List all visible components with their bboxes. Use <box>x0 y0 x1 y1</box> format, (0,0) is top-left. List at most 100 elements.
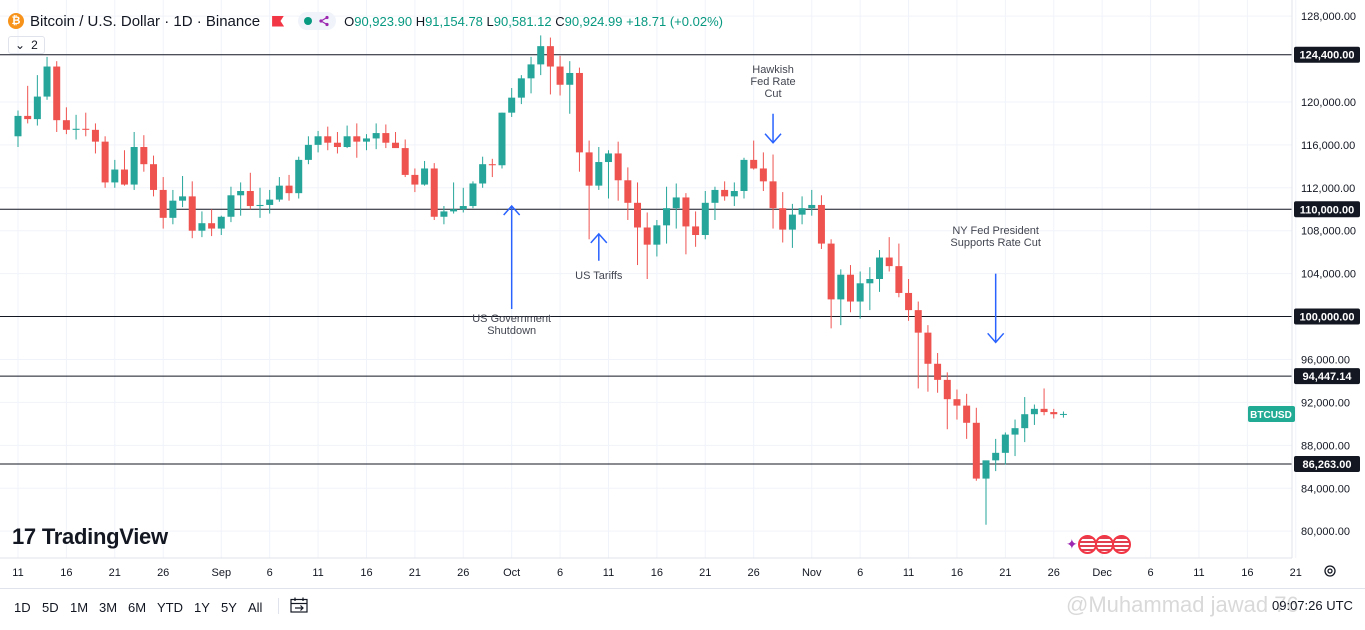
indicator-toggle-button[interactable]: ⌄ 2 <box>8 36 45 54</box>
candle-body <box>1011 428 1019 435</box>
gear-icon[interactable] <box>1322 563 1338 579</box>
level-label: 110,000.00 <box>1300 204 1354 216</box>
candle-body <box>595 162 603 186</box>
candle-body <box>333 142 341 148</box>
range-button-6m[interactable]: 6M <box>128 600 147 615</box>
candle-body <box>62 120 70 130</box>
tradingview-mark-icon: 17 <box>12 524 36 549</box>
candle-body <box>459 206 467 210</box>
candle-body <box>450 209 458 212</box>
annotation-label: Fed Rate <box>750 76 795 88</box>
candle-body <box>295 159 303 194</box>
price-axis[interactable]: 80,000.00 84,000.00 88,000.00 92,000.00 96,0… <box>1301 11 1356 538</box>
candle-body <box>372 133 380 139</box>
candle-body <box>885 257 893 267</box>
candle-body <box>604 153 612 163</box>
price-tick-label: 116,000.00 <box>1301 140 1355 152</box>
candle-body <box>179 196 187 201</box>
candle-body <box>227 195 235 217</box>
level-label: 124,400.00 <box>1299 50 1354 62</box>
candle-body <box>1050 412 1058 415</box>
candle-body <box>837 274 845 300</box>
candle-body <box>91 129 99 142</box>
flag-icon[interactable] <box>272 15 285 27</box>
range-button-5y[interactable]: 5Y <box>221 600 237 615</box>
us-flag-event-icon[interactable] <box>1111 535 1131 554</box>
price-tick-label: 92,000.00 <box>1301 397 1350 409</box>
candle-body <box>653 225 661 245</box>
time-tick-label: 21 <box>1290 567 1302 579</box>
market-open-icon <box>304 17 313 25</box>
range-button-1d[interactable]: 1D <box>14 600 31 615</box>
time-tick-label: 21 <box>409 567 421 579</box>
candle-body <box>856 283 864 302</box>
status-indicator[interactable] <box>298 12 337 30</box>
time-tick-label: 26 <box>748 567 760 579</box>
level-labels: 124,400.00 110,000.00 100,000.00 94,447.14 8… <box>1248 46 1360 472</box>
candle-body <box>692 226 700 236</box>
time-tick-label: 21 <box>109 567 121 579</box>
candle-body <box>914 310 922 333</box>
us-flag-event-icon[interactable] <box>1094 535 1114 554</box>
range-button-ytd[interactable]: YTD <box>157 600 183 615</box>
candle-body <box>556 66 564 85</box>
sparkle-icon: ✦ <box>1066 536 1078 552</box>
price-tick-label: 96,000.00 <box>1301 354 1350 366</box>
range-button-all[interactable]: All <box>248 600 263 615</box>
candle-body <box>759 168 767 182</box>
symbol-tag-bg <box>1248 405 1295 422</box>
range-button-1y[interactable]: 1Y <box>194 600 210 615</box>
candle-body <box>392 142 400 149</box>
range-button-3m[interactable]: 3M <box>99 600 118 615</box>
candle-body <box>537 46 545 65</box>
time-tick-label: Dec <box>1092 567 1112 579</box>
candle-body <box>237 191 245 196</box>
candle-body <box>663 208 671 226</box>
candle-body <box>362 138 370 142</box>
candle-body <box>33 96 41 120</box>
time-axis[interactable]: 11 16 21 26 Sep 6 11 16 21 26 Oct 6 11 16 21 26 Nov 6 11 16… <box>12 567 1302 579</box>
time-tick-label: 6 <box>857 567 863 579</box>
annotation-label: Shutdown <box>487 325 536 337</box>
candle-body <box>1059 413 1067 415</box>
us-flag-event-icon[interactable] <box>1077 535 1097 554</box>
annotation-arrowhead <box>764 133 782 144</box>
tradingview-logo[interactable]: 17 TradingView <box>12 524 168 550</box>
candle-body <box>982 460 990 479</box>
time-tick-label: 11 <box>603 567 614 579</box>
candle-body <box>101 141 109 183</box>
candle-body <box>711 189 719 203</box>
candle-body <box>546 46 554 67</box>
time-tick-label: 26 <box>457 567 469 579</box>
candle-body <box>614 153 622 181</box>
candle-body <box>304 144 312 160</box>
candle-body <box>817 204 825 244</box>
time-tick-label: 6 <box>267 567 273 579</box>
clock[interactable]: 09:07:26 UTC <box>1272 598 1353 613</box>
go-to-date-icon[interactable] <box>290 597 308 613</box>
bitcoin-icon: ₿ <box>8 13 24 29</box>
range-button-1m[interactable]: 1M <box>70 600 89 615</box>
annotation-label: US Tariffs <box>575 270 623 282</box>
economic-events[interactable]: ✦ <box>1066 535 1131 554</box>
candle-body <box>343 136 351 148</box>
candles <box>14 35 1067 525</box>
candle-body <box>130 147 138 185</box>
level-label: 94,447.14 <box>1303 371 1353 383</box>
range-button-5d[interactable]: 5D <box>42 600 59 615</box>
annotation-label: US Government <box>472 313 551 325</box>
level-label-bg <box>1294 46 1360 63</box>
candle-body <box>992 452 1000 461</box>
candle-body <box>943 379 951 400</box>
time-tick-label: 21 <box>999 567 1011 579</box>
candle-body <box>314 136 322 145</box>
candle-body <box>266 199 274 205</box>
candle-body <box>24 115 32 120</box>
symbol-title[interactable]: Bitcoin / U.S. Dollar · 1D · Binance <box>30 12 261 30</box>
candle-body <box>246 191 254 207</box>
annotation-arrowhead <box>987 332 1005 344</box>
time-tick-label: 11 <box>1193 567 1204 579</box>
level-label-bg <box>1294 308 1360 325</box>
